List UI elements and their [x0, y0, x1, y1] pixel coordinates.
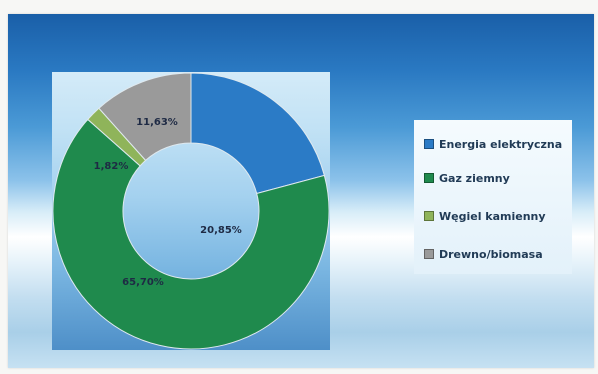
- data-label-wegiel-kamienny: 1,82%: [94, 161, 129, 172]
- data-label-energia-elektryczna: 20,85%: [200, 225, 242, 236]
- chart-plot-area: 20,85% 65,70% 1,82% 11,63%: [52, 72, 330, 350]
- data-label-gaz-ziemny: 65,70%: [122, 277, 164, 288]
- legend-item-drewno: Drewno/biomasa: [424, 246, 543, 262]
- legend-swatch-gaz: [424, 173, 434, 183]
- data-label-drewno-biomasa: 11,63%: [136, 117, 178, 128]
- legend-swatch-wegiel: [424, 211, 434, 221]
- slide-background: 20,85% 65,70% 1,82% 11,63% Energia elektryc…: [8, 14, 594, 368]
- legend-item-energia: Energia elektryczna: [424, 136, 562, 152]
- donut-chart: 20,85% 65,70% 1,82% 11,63%: [52, 72, 330, 350]
- legend-swatch-energia: [424, 139, 434, 149]
- donut-slice-energia-elektryczna: [190, 72, 325, 195]
- legend-item-wegiel: Węgiel kamienny: [424, 208, 546, 224]
- legend-swatch-drewno: [424, 249, 434, 259]
- legend-item-gaz: Gaz ziemny: [424, 170, 510, 186]
- legend-label-gaz: Gaz ziemny: [439, 171, 510, 185]
- legend-label-energia: Energia elektryczna: [439, 137, 563, 151]
- legend-label-wegiel: Węgiel kamienny: [439, 209, 546, 223]
- donut-slice-gaz-ziemny: [52, 118, 330, 350]
- legend-label-drewno: Drewno/biomasa: [439, 247, 543, 261]
- donut-slice-drewno-biomasa: [98, 72, 192, 162]
- chart-legend: Energia elektryczna Gaz ziemny Węgiel ka…: [414, 120, 572, 274]
